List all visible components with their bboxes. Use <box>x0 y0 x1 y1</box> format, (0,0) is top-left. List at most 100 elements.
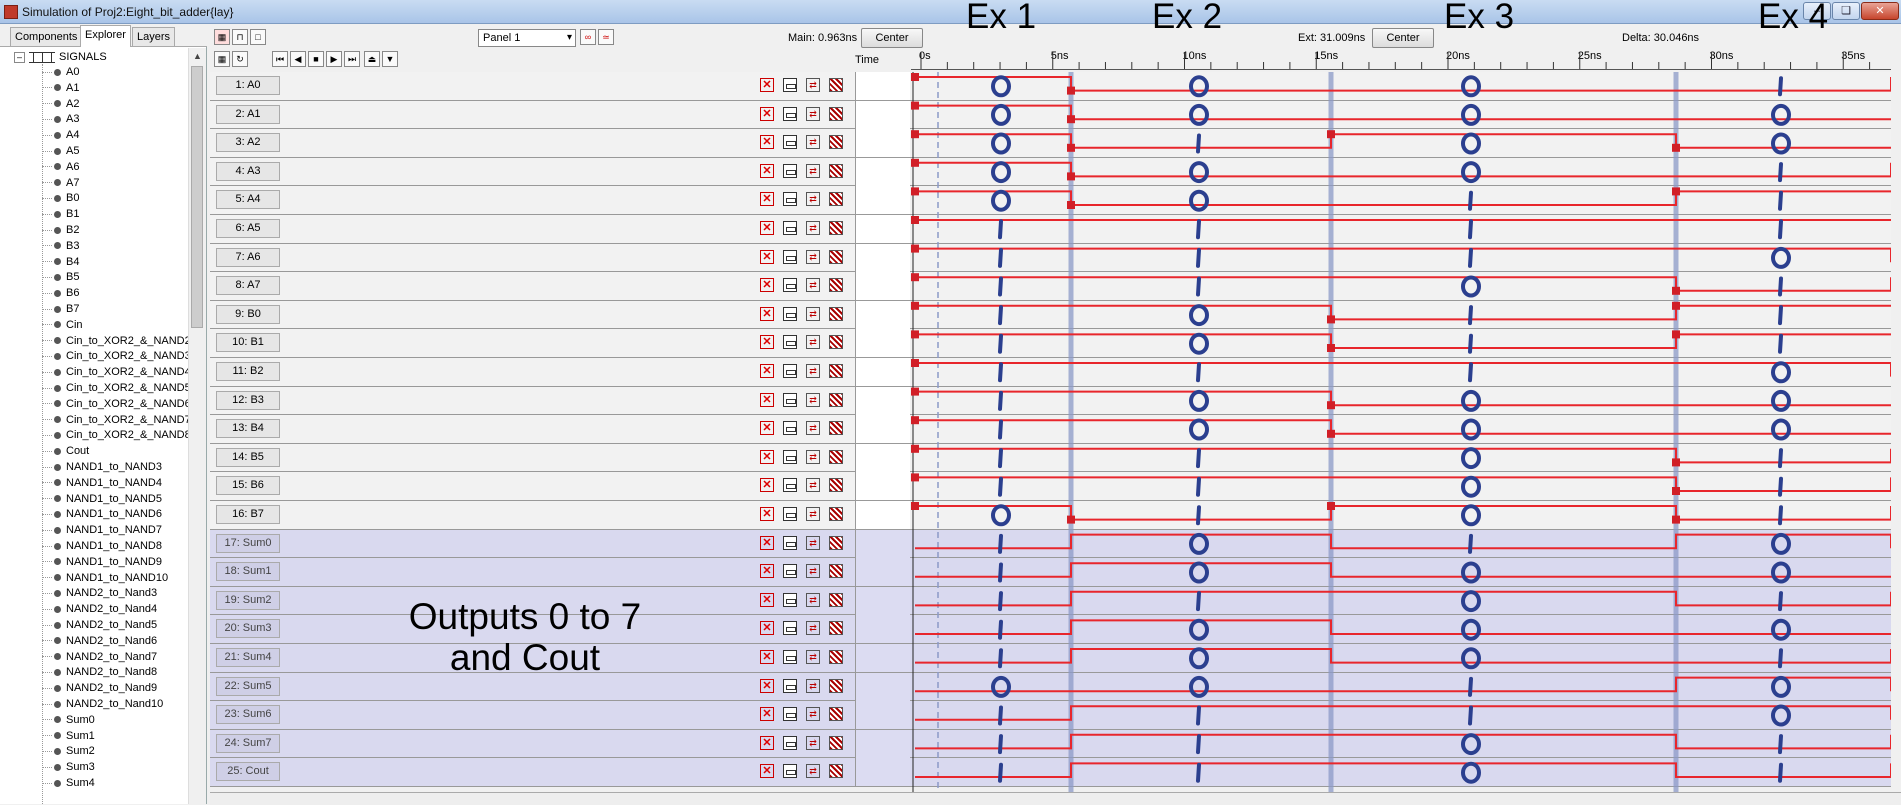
remove-signal-icon[interactable]: ✕ <box>760 764 774 779</box>
signal-name-button[interactable]: 12: B3 <box>216 390 280 410</box>
waveform-control-point[interactable] <box>1067 143 1075 152</box>
play-icon[interactable]: ▶ <box>326 51 342 67</box>
bus-icon[interactable] <box>783 735 797 750</box>
signal-tree-item[interactable]: NAND2_to_Nand6 <box>42 634 157 650</box>
hide-signal-icon[interactable]: ⇄ <box>806 135 820 150</box>
hide-signal-icon[interactable]: ⇄ <box>806 564 820 579</box>
hide-signal-icon[interactable]: ⇄ <box>806 163 820 178</box>
delete-all-icon[interactable] <box>829 364 843 378</box>
delete-all-icon[interactable] <box>829 535 843 550</box>
remove-signal-icon[interactable]: ✕ <box>760 592 774 607</box>
waveform-control-point[interactable] <box>911 244 919 253</box>
signal-tree-item[interactable]: NAND1_to_NAND10 <box>42 571 168 587</box>
remove-signal-icon[interactable]: ✕ <box>760 135 774 150</box>
remove-signal-icon[interactable]: ✕ <box>760 507 774 521</box>
delete-all-icon[interactable] <box>829 221 843 235</box>
delete-all-icon[interactable] <box>829 564 843 579</box>
bus-icon[interactable] <box>783 392 797 407</box>
waveform-control-point[interactable] <box>1327 429 1335 438</box>
stop-icon[interactable]: ■ <box>308 51 324 67</box>
signal-tree-item[interactable]: A1 <box>42 81 79 97</box>
waveform-control-point[interactable] <box>1672 143 1680 152</box>
main-center-button[interactable]: Center <box>861 28 923 48</box>
bus-icon[interactable] <box>783 335 797 350</box>
delete-all-icon[interactable] <box>829 650 843 664</box>
delete-all-icon[interactable] <box>829 106 843 121</box>
signal-tree-item[interactable]: B3 <box>42 239 79 255</box>
hide-signal-icon[interactable]: ⇄ <box>806 306 820 321</box>
waveform-control-point[interactable] <box>1067 172 1075 181</box>
waveform-control-point[interactable] <box>911 473 919 482</box>
delete-all-icon[interactable] <box>829 507 843 521</box>
signal-name-button[interactable]: 13: B4 <box>216 419 280 439</box>
signal-tree-item[interactable]: NAND2_to_Nand9 <box>42 681 157 697</box>
time-ruler[interactable]: 0s 5ns 10ns 15ns 20ns 25ns 30ns 35ns <box>911 50 1891 70</box>
remove-signal-icon[interactable]: ✕ <box>760 335 774 350</box>
delete-all-icon[interactable] <box>829 449 843 464</box>
collapse-icon[interactable]: – <box>14 51 25 63</box>
hide-signal-icon[interactable]: ⇄ <box>806 449 820 464</box>
hide-signal-icon[interactable]: ⇄ <box>806 478 820 493</box>
remove-signal-icon[interactable]: ✕ <box>760 78 774 92</box>
signal-tree-item[interactable]: A2 <box>42 97 79 113</box>
tab-layers[interactable]: Layers <box>132 27 176 46</box>
bus-icon[interactable] <box>783 364 797 378</box>
waveform-control-point[interactable] <box>911 101 919 110</box>
signal-name-button[interactable]: 11: B2 <box>216 362 280 381</box>
signal-name-button[interactable]: 14: B5 <box>216 447 280 467</box>
bus-icon[interactable] <box>783 507 797 521</box>
waveform-control-point[interactable] <box>1327 401 1335 410</box>
bus-icon[interactable] <box>783 106 797 121</box>
zoom-out-icon[interactable]: ≃ <box>598 29 614 45</box>
waveform-control-point[interactable] <box>911 187 919 196</box>
bus-icon[interactable] <box>783 306 797 321</box>
signal-tree-item[interactable]: Cin_to_XOR2_&_NAND7 <box>42 413 188 429</box>
signal-tree-item[interactable]: Cin_to_XOR2_&_NAND8 <box>42 428 188 444</box>
waveform-control-point[interactable] <box>1067 515 1075 524</box>
waveform-control-point[interactable] <box>911 444 919 453</box>
delete-all-icon[interactable] <box>829 621 843 636</box>
hide-signal-icon[interactable]: ⇄ <box>806 335 820 350</box>
bus-icon[interactable] <box>783 421 797 436</box>
bus-icon[interactable] <box>783 78 797 92</box>
delete-all-icon[interactable] <box>829 678 843 693</box>
remove-signal-icon[interactable]: ✕ <box>760 192 774 207</box>
remove-signal-icon[interactable]: ✕ <box>760 364 774 378</box>
signal-name-button[interactable]: 22: Sum5 <box>216 676 280 696</box>
bus-icon[interactable] <box>783 650 797 664</box>
waveform-control-point[interactable] <box>911 330 919 339</box>
delete-all-icon[interactable] <box>829 163 843 178</box>
signal-name-button[interactable]: 19: Sum2 <box>216 590 280 610</box>
hide-signal-icon[interactable]: ⇄ <box>806 364 820 378</box>
bus-icon[interactable] <box>783 478 797 493</box>
signal-tree-item[interactable]: Cin <box>42 318 83 334</box>
signal-tree-item[interactable]: Sum3 <box>42 760 95 776</box>
eject-icon[interactable]: ⏏ <box>364 51 380 67</box>
waveform-control-point[interactable] <box>1672 187 1680 196</box>
remove-signal-icon[interactable]: ✕ <box>760 621 774 636</box>
delete-all-icon[interactable] <box>829 707 843 722</box>
signal-tree-item[interactable]: Cin_to_XOR2_&_NAND6 <box>42 397 188 413</box>
signal-tree-item[interactable]: A6 <box>42 160 79 176</box>
hide-signal-icon[interactable]: ⇄ <box>806 735 820 750</box>
signal-tree-item[interactable]: NAND2_to_Nand8 <box>42 665 157 681</box>
delete-all-icon[interactable] <box>829 478 843 493</box>
waveform-control-point[interactable] <box>1327 502 1335 510</box>
signal-tree-item[interactable]: NAND1_to_NAND3 <box>42 460 162 476</box>
waveform-control-point[interactable] <box>1672 301 1680 310</box>
waveform-control-point[interactable] <box>1067 201 1075 209</box>
hide-signal-icon[interactable]: ⇄ <box>806 249 820 264</box>
step-back-icon[interactable]: ◀ <box>290 51 306 67</box>
signal-tree-item[interactable]: NAND2_to_Nand5 <box>42 618 157 634</box>
waveform-control-point[interactable] <box>911 301 919 310</box>
signal-tree-item[interactable]: NAND2_to_Nand4 <box>42 602 157 618</box>
signal-tree-item[interactable]: Cin_to_XOR2_&_NAND4 <box>42 365 188 381</box>
signal-tree-item[interactable]: NAND2_to_Nand7 <box>42 650 157 666</box>
minimize-button[interactable]: – <box>1803 2 1831 20</box>
hide-signal-icon[interactable]: ⇄ <box>806 507 820 521</box>
panel-select[interactable]: Panel 1 ▾ <box>478 29 576 47</box>
pulse-icon[interactable]: ⊓ <box>232 29 248 45</box>
delete-all-icon[interactable] <box>829 592 843 607</box>
hide-signal-icon[interactable]: ⇄ <box>806 78 820 92</box>
waveform-control-point[interactable] <box>1672 515 1680 524</box>
